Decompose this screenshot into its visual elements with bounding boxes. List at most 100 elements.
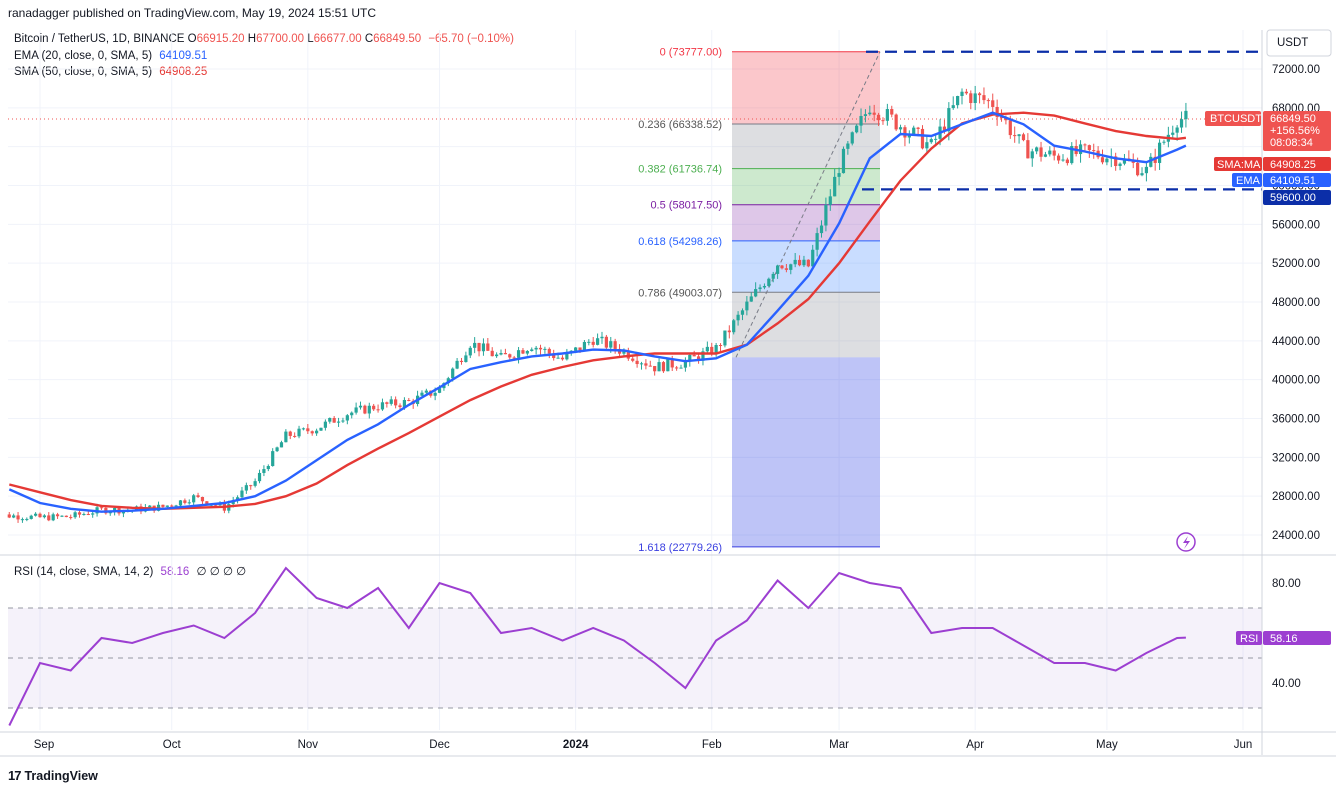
rsi-value: 58.16 — [160, 566, 190, 578]
candle-body — [398, 405, 402, 408]
candle-body — [253, 481, 257, 486]
candle-body — [679, 367, 683, 369]
candle-body — [512, 357, 516, 359]
candle-body — [297, 428, 301, 437]
candle-body — [1122, 158, 1127, 164]
candle-body — [42, 515, 46, 518]
candle-body — [1175, 127, 1179, 133]
candle-body — [372, 405, 376, 410]
candle-body — [841, 148, 846, 174]
candle-body — [1092, 150, 1096, 152]
price-tick: 48000.00 — [1272, 297, 1320, 309]
candle-body — [319, 427, 323, 431]
candle-body — [609, 341, 613, 348]
candle-body — [653, 366, 657, 372]
candle-body — [560, 357, 565, 360]
candle-body — [771, 273, 775, 279]
candle-body — [446, 378, 450, 384]
candle-body — [696, 356, 701, 361]
rsi-legend[interactable]: RSI (14, close, SMA, 14, 2) 58.16 ∅ ∅ ∅ … — [14, 564, 246, 578]
candle-body — [293, 435, 297, 437]
candle-body — [389, 399, 393, 404]
candle-body — [486, 343, 490, 351]
candle-body — [920, 128, 925, 149]
candle-body — [727, 330, 731, 333]
candle-body — [503, 353, 507, 355]
candle-body — [631, 358, 635, 361]
candle-body — [885, 109, 889, 121]
candle-body — [490, 350, 494, 357]
candle-body — [903, 127, 907, 138]
candle-body — [525, 350, 529, 354]
candle-body — [1105, 158, 1109, 163]
candle-body — [683, 361, 688, 368]
candle-body — [543, 348, 547, 350]
ema-20-line — [8, 111, 1187, 513]
last-price-badge-text: 08:08:34 — [1270, 137, 1313, 149]
candle-body — [301, 428, 306, 430]
candle-body — [16, 515, 20, 520]
candle-body — [284, 431, 288, 443]
candle-body — [20, 519, 25, 521]
candle-body — [999, 117, 1004, 119]
ohlc-key-H: H — [247, 33, 257, 45]
price-tick: 28000.00 — [1272, 491, 1320, 503]
candle-body — [850, 132, 854, 144]
candle-body — [420, 392, 424, 396]
candle-body — [670, 359, 674, 368]
candle-body — [455, 360, 459, 369]
candle-body — [315, 430, 319, 434]
candle-body — [60, 515, 64, 517]
symbol-legend[interactable]: Bitcoin / TetherUS, 1D, BINANCE O66915.2… — [14, 33, 514, 45]
candle-body — [200, 496, 205, 502]
candle-body — [394, 399, 398, 406]
candle-body — [86, 514, 90, 516]
time-label: Oct — [163, 739, 182, 751]
tradingview-logo-icon: 17 — [8, 768, 22, 783]
candle-body — [336, 421, 341, 423]
candle-body — [776, 265, 780, 274]
candle-body — [275, 447, 279, 452]
candle-body — [358, 405, 363, 408]
candle-body — [982, 95, 986, 101]
horizontal-levels[interactable] — [8, 50, 1262, 191]
time-label: Dec — [429, 739, 450, 751]
candle-body — [499, 353, 503, 355]
price-tick: 32000.00 — [1272, 452, 1320, 464]
symbol-badge-text: BTCUSDT — [1210, 113, 1262, 125]
candle-body — [174, 505, 178, 507]
candle-body — [964, 91, 968, 94]
change-value: −65.70 (−0.10%) — [428, 33, 514, 45]
candle-body — [1026, 140, 1030, 159]
candle-body — [1114, 156, 1118, 167]
candle-body — [657, 362, 661, 372]
footer-brand: TradingView — [24, 768, 98, 783]
price-tick: 72000.00 — [1272, 64, 1320, 76]
rsi-pane[interactable] — [8, 566, 1262, 726]
ohlc-value-L: 66677.00 — [313, 33, 365, 45]
tradingview-footer[interactable]: 17 TradingView — [8, 768, 98, 783]
candle-body — [1171, 132, 1175, 135]
candle-body — [701, 351, 705, 361]
ohlc-value-C: 66849.50 — [373, 33, 425, 45]
price-tick: 52000.00 — [1272, 258, 1320, 270]
fib-retracement[interactable]: 0 (73777.00) 0.236 (66338.52) 0.382 (61736… — [638, 47, 881, 554]
fib-label: 0 (73777.00) — [660, 47, 722, 59]
candle-body — [600, 336, 604, 339]
candle-body — [666, 359, 670, 372]
level-badge-text: 59600.00 — [1270, 192, 1316, 204]
candle-body — [916, 127, 920, 129]
candle-body — [328, 417, 332, 422]
candle-body — [749, 296, 753, 302]
time-label: 2024 — [563, 739, 589, 751]
candle-body — [894, 114, 898, 130]
last-price-badge — [1263, 111, 1331, 151]
candle-body — [604, 336, 608, 348]
candle-body — [205, 501, 209, 505]
candle-body — [644, 363, 648, 366]
candle-body — [947, 108, 951, 132]
candle-body — [587, 341, 591, 343]
candle-body — [1043, 154, 1048, 157]
candle-body — [1100, 157, 1105, 163]
